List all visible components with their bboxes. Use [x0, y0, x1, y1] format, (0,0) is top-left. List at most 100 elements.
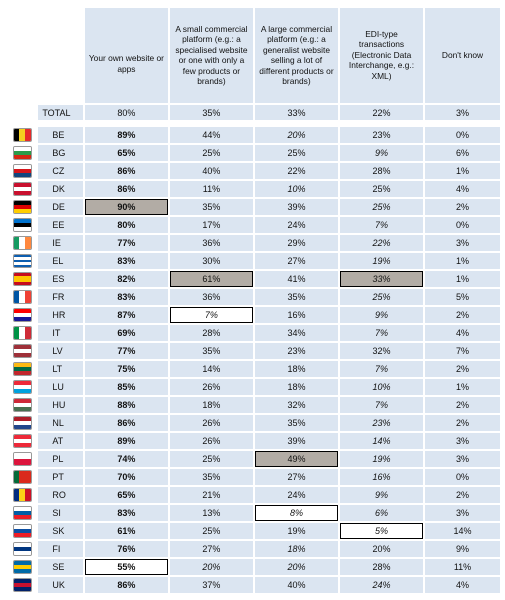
value-cell: 35% — [254, 289, 338, 305]
country-row-fi: FI 76% 27% 18% 20% 9% — [8, 541, 500, 557]
country-code: NL — [38, 415, 83, 431]
flag-cell — [8, 235, 37, 251]
country-flag-icon — [12, 416, 32, 430]
value-cell: 74% — [84, 451, 168, 467]
country-row-pl: PL 74% 25% 49% 19% 3% — [8, 451, 500, 467]
value-cell: 2% — [425, 307, 500, 323]
total-value: 3% — [425, 105, 500, 120]
country-row-se: SE 55% 20% 20% 28% 11% — [8, 559, 500, 575]
flag-cell — [8, 379, 37, 395]
value-cell: 34% — [254, 325, 338, 341]
value-cell: 7% — [339, 397, 424, 413]
country-code: PT — [38, 469, 83, 485]
flag-cell — [8, 307, 37, 323]
country-row-uk: UK 86% 37% 40% 24% 4% — [8, 577, 500, 593]
value-cell: 3% — [425, 433, 500, 449]
value-cell: 14% — [169, 361, 253, 377]
flag-cell — [8, 541, 37, 557]
country-flag-icon — [12, 146, 32, 160]
value-cell: 27% — [169, 541, 253, 557]
value-cell: 86% — [84, 415, 168, 431]
value-cell: 9% — [339, 487, 424, 503]
value-cell: 0% — [425, 127, 500, 143]
column-header-small-platform: A small commercial platform (e.g.: a spe… — [169, 8, 253, 103]
value-cell: 11% — [425, 559, 500, 575]
value-cell: 4% — [425, 181, 500, 197]
value-cell: 25% — [254, 145, 338, 161]
value-cell: 39% — [254, 199, 338, 215]
value-cell: 2% — [425, 415, 500, 431]
country-row-lu: LU 85% 26% 18% 10% 1% — [8, 379, 500, 395]
country-row-ie: IE 77% 36% 29% 22% 3% — [8, 235, 500, 251]
country-flag-icon — [12, 506, 32, 520]
value-cell: 77% — [84, 343, 168, 359]
flag-cell — [8, 397, 37, 413]
value-cell: 1% — [425, 271, 500, 287]
flag-cell — [8, 559, 37, 575]
country-flag-icon — [12, 182, 32, 196]
country-row-lt: LT 75% 14% 18% 7% 2% — [8, 361, 500, 377]
country-code: IE — [38, 235, 83, 251]
country-code: DK — [38, 181, 83, 197]
value-cell: 32% — [339, 343, 424, 359]
value-cell: 25% — [339, 181, 424, 197]
value-cell: 26% — [169, 433, 253, 449]
value-cell: 55% — [84, 559, 168, 575]
value-cell: 25% — [169, 451, 253, 467]
flag-cell — [8, 451, 37, 467]
value-cell: 6% — [425, 145, 500, 161]
country-row-cz: CZ 86% 40% 22% 28% 1% — [8, 163, 500, 179]
value-cell: 11% — [169, 181, 253, 197]
value-cell: 17% — [169, 217, 253, 233]
value-cell: 18% — [169, 397, 253, 413]
country-code: HU — [38, 397, 83, 413]
flag-cell — [8, 361, 37, 377]
country-flag-icon — [12, 434, 32, 448]
country-row-bg: BG 65% 25% 25% 9% 6% — [8, 145, 500, 161]
country-code: FI — [38, 541, 83, 557]
country-flag-icon — [12, 542, 32, 556]
value-cell: 49% — [254, 451, 338, 467]
value-cell: 85% — [84, 379, 168, 395]
country-rows: BE 89% 44% 20% 23% 0% BG 65% 25% 25% 9% 6% CZ 86% 40% 2… — [8, 127, 500, 593]
country-flag-icon — [12, 272, 32, 286]
country-flag-icon — [12, 398, 32, 412]
header-spacer — [8, 8, 37, 103]
country-code: CZ — [38, 163, 83, 179]
country-code: DE — [38, 199, 83, 215]
value-cell: 20% — [254, 127, 338, 143]
flag-cell — [8, 523, 37, 539]
country-flag-icon — [12, 362, 32, 376]
value-cell: 2% — [425, 397, 500, 413]
value-cell: 3% — [425, 451, 500, 467]
value-cell: 3% — [425, 505, 500, 521]
country-flag-icon — [12, 326, 32, 340]
country-code: SK — [38, 523, 83, 539]
value-cell: 40% — [254, 577, 338, 593]
column-header-own-website: Your own website or apps — [84, 8, 168, 103]
value-cell: 23% — [339, 415, 424, 431]
value-cell: 83% — [84, 505, 168, 521]
value-cell: 40% — [169, 163, 253, 179]
flag-cell — [8, 199, 37, 215]
value-cell: 7% — [339, 325, 424, 341]
value-cell: 16% — [339, 469, 424, 485]
value-cell: 83% — [84, 253, 168, 269]
value-cell: 33% — [339, 271, 424, 287]
value-cell: 8% — [254, 505, 338, 521]
value-cell: 32% — [254, 397, 338, 413]
value-cell: 19% — [254, 523, 338, 539]
value-cell: 23% — [254, 343, 338, 359]
total-flag-spacer — [8, 105, 37, 120]
country-flag-icon — [12, 200, 32, 214]
country-code: SE — [38, 559, 83, 575]
value-cell: 6% — [339, 505, 424, 521]
value-cell: 61% — [84, 523, 168, 539]
flag-cell — [8, 145, 37, 161]
value-cell: 90% — [84, 199, 168, 215]
value-cell: 27% — [254, 253, 338, 269]
country-flag-icon — [12, 218, 32, 232]
value-cell: 24% — [339, 577, 424, 593]
value-cell: 24% — [254, 217, 338, 233]
country-row-hr: HR 87% 7% 16% 9% 2% — [8, 307, 500, 323]
